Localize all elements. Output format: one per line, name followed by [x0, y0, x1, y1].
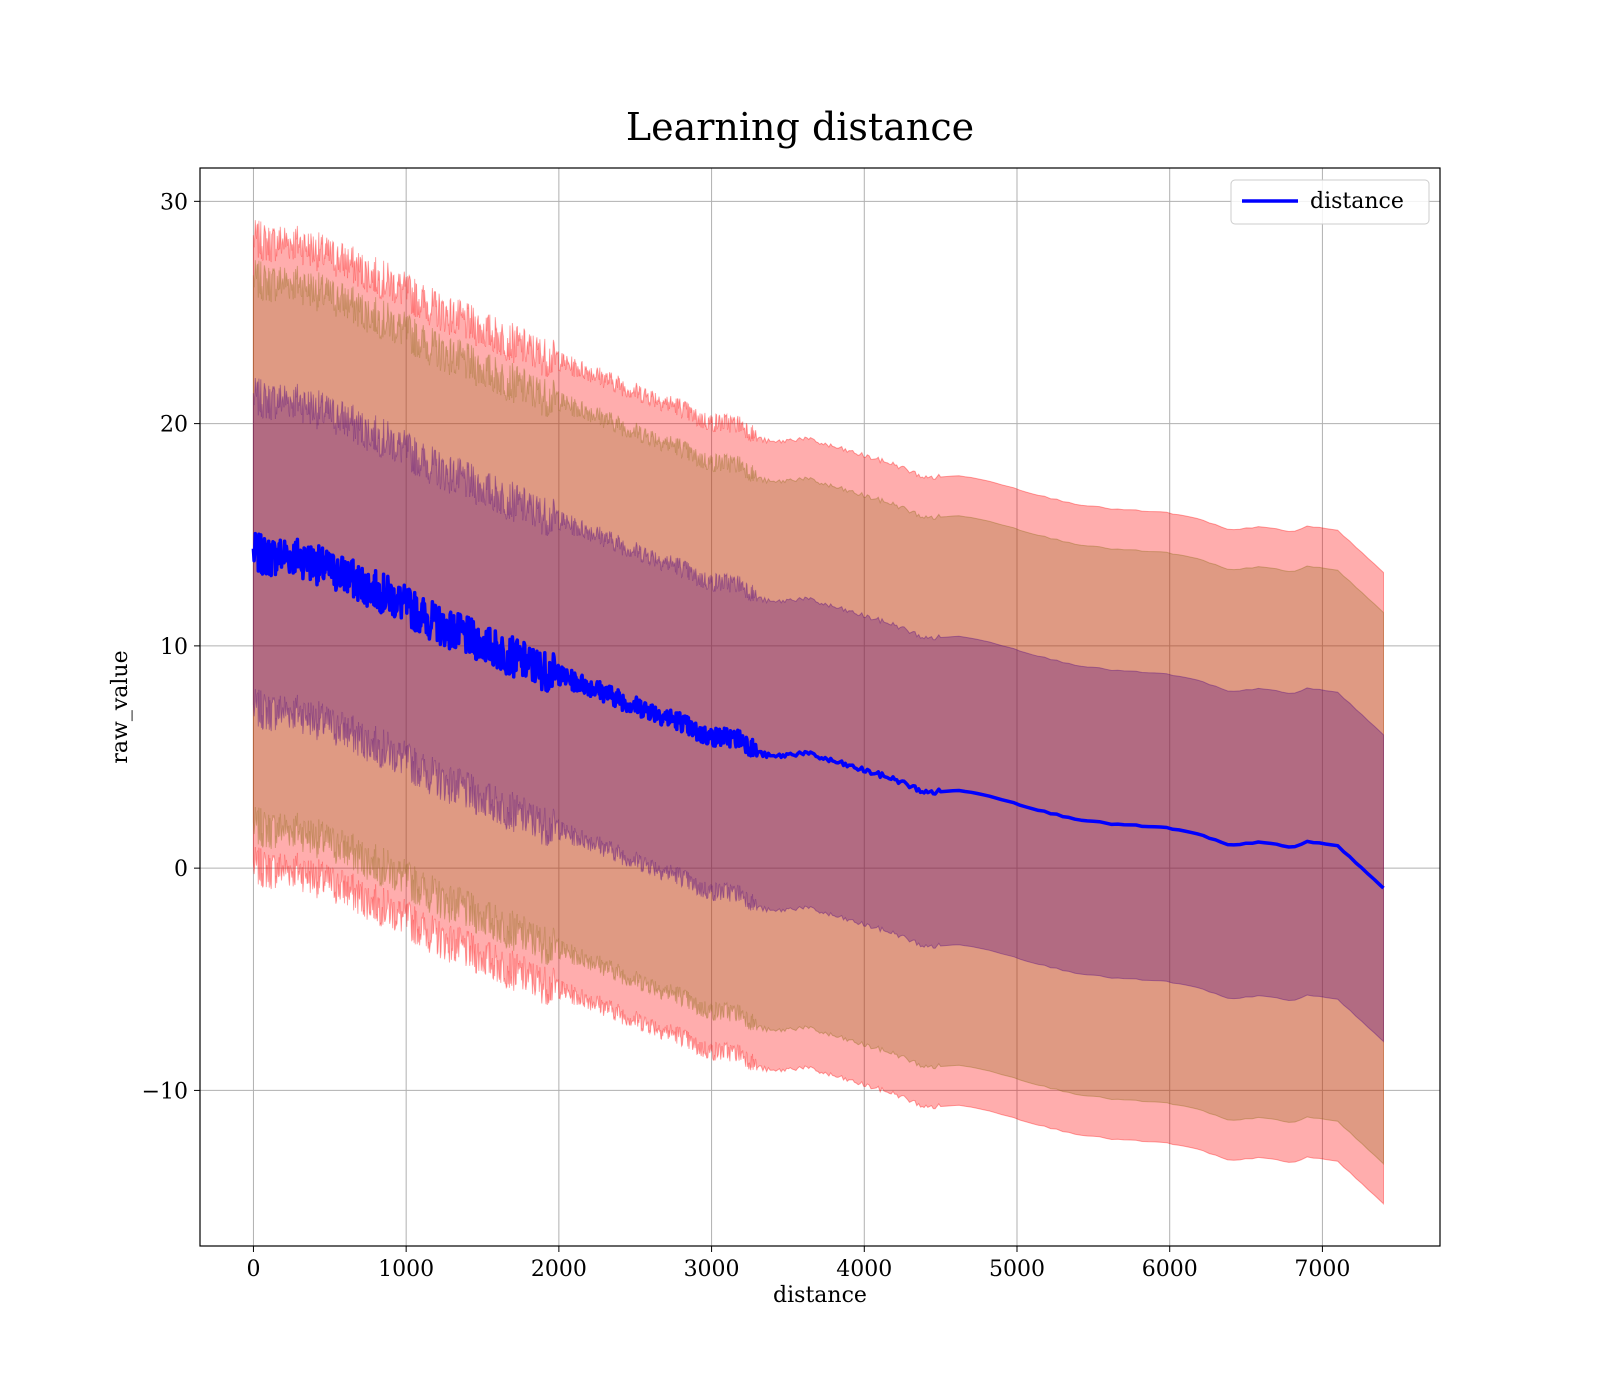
y-tick-label: 0 [174, 857, 188, 882]
x-axis-ticks: 0 1000 2000 3000 4000 5000 6000 7000 [246, 1246, 1350, 1282]
y-tick-label: 20 [160, 413, 188, 438]
x-axis-label: distance [773, 1283, 867, 1308]
x-tick-label: 4000 [836, 1257, 892, 1282]
x-tick-label: 5000 [989, 1257, 1045, 1282]
x-tick-label: 0 [246, 1257, 260, 1282]
band-middle [252, 260, 1384, 1165]
y-axis-label: raw_value [108, 650, 133, 763]
x-tick-label: 7000 [1294, 1257, 1350, 1282]
y-tick-label: −10 [142, 1079, 188, 1104]
band-inner [252, 377, 1384, 1043]
band-layer [252, 220, 1384, 1205]
y-tick-label: 30 [160, 190, 188, 215]
x-tick-label: 3000 [684, 1257, 740, 1282]
legend-box [1230, 179, 1430, 225]
legend-label-distance: distance [1310, 189, 1404, 214]
x-tick-label: 6000 [1142, 1257, 1198, 1282]
band-outer [252, 220, 1384, 1205]
plot-frame [199, 167, 1441, 1247]
x-tick-label: 1000 [378, 1257, 434, 1282]
y-tick-label: 10 [160, 635, 188, 660]
x-tick-label: 2000 [531, 1257, 587, 1282]
y-axis-ticks: −10 0 10 20 30 [142, 190, 200, 1104]
series-line-distance [251, 531, 1385, 890]
chart-title: Learning distance [626, 105, 974, 149]
line-layer [251, 531, 1385, 890]
legend: distance [1230, 179, 1430, 225]
